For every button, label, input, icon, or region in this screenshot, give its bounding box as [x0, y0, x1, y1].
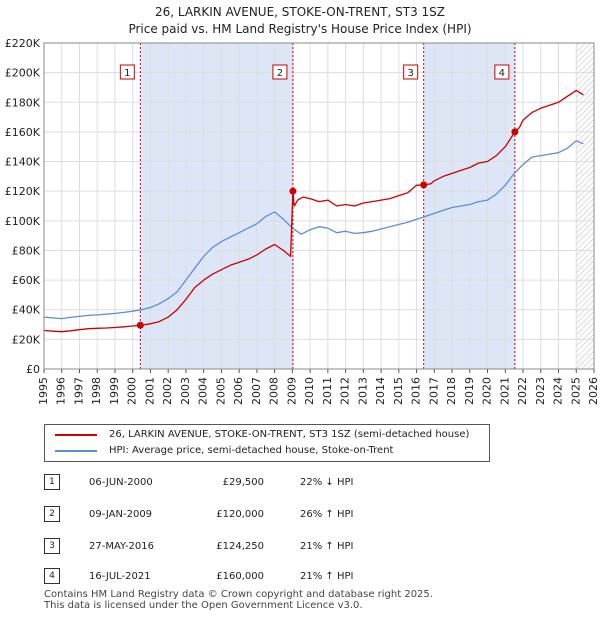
shaded-period [140, 43, 293, 369]
sale-point [136, 321, 144, 329]
marker-box [494, 64, 510, 80]
legend-swatch-price [55, 434, 97, 436]
marker-box [119, 64, 135, 80]
marker-label: 4 [499, 68, 505, 79]
row-date: 27-MAY-2016 [89, 541, 155, 552]
sale-point [420, 181, 428, 189]
x-tick-label: 2008 [268, 377, 281, 405]
y-tick-label: £20K [12, 333, 41, 346]
marker-box [403, 64, 419, 80]
sale-point [289, 187, 297, 195]
row-hpi: 26% ↑ HPI [300, 509, 354, 520]
legend-swatch-hpi [55, 450, 97, 452]
row-number: 2 [44, 506, 60, 522]
y-tick-label: £100K [5, 215, 41, 228]
plot-border [43, 42, 595, 370]
marker-label: 2 [277, 68, 283, 79]
y-tick-label: £0 [26, 363, 40, 376]
x-tick-label: 2020 [481, 377, 494, 405]
x-tick-label: 2018 [445, 377, 458, 405]
legend-item-hpi: HPI: Average price, semi-detached house,… [55, 443, 393, 459]
x-tick-label: 2015 [392, 377, 405, 405]
x-tick-label: 2004 [197, 377, 210, 405]
x-tick-label: 2010 [303, 377, 316, 405]
row-date: 09-JAN-2009 [89, 509, 153, 520]
y-tick-label: £40K [12, 304, 41, 317]
y-tick-label: £200K [5, 67, 41, 80]
y-tick-label: £120K [5, 185, 41, 198]
x-tick-label: 1998 [90, 377, 103, 405]
footer: Contains HM Land Registry data © Crown c… [44, 589, 433, 611]
x-tick-label: 2021 [498, 377, 511, 405]
footer-line-1: Contains HM Land Registry data © Crown c… [44, 589, 433, 600]
row-date: 16-JUL-2021 [89, 571, 151, 582]
x-tick-label: 2024 [552, 377, 565, 405]
row-date: 06-JUN-2000 [89, 477, 153, 488]
y-tick-label: £140K [5, 156, 41, 169]
x-tick-label: 2022 [516, 377, 529, 405]
table-row: 1 06-JUN-2000 £29,500 22% ↓ HPI [44, 474, 464, 490]
x-tick-label: 2001 [143, 377, 156, 405]
sale-point [511, 128, 519, 136]
x-tick-label: 2014 [374, 377, 387, 405]
footer-line-2: This data is licensed under the Open Gov… [44, 600, 363, 611]
y-tick-label: £80K [12, 244, 41, 257]
row-number: 4 [44, 568, 60, 584]
legend-item-price: 26, LARKIN AVENUE, STOKE-ON-TRENT, ST3 1… [55, 427, 469, 443]
table-row: 3 27-MAY-2016 £124,250 21% ↑ HPI [44, 538, 464, 554]
table-row: 4 16-JUL-2021 £160,000 21% ↑ HPI [44, 568, 464, 584]
x-tick-label: 1996 [55, 377, 68, 405]
x-tick-label: 2023 [534, 377, 547, 405]
x-tick-label: 2016 [410, 377, 423, 405]
row-hpi: 21% ↑ HPI [300, 541, 354, 552]
row-price: £160,000 [216, 571, 264, 582]
x-tick-label: 2009 [285, 377, 298, 405]
marker-label: 1 [124, 68, 130, 79]
x-tick-label: 2011 [321, 377, 334, 405]
row-number: 1 [44, 474, 60, 490]
price-chart: 1995 1996 1997 1998 1999 2000 2001 2002 2003 2004… [5, 37, 600, 405]
x-tick-label: 2025 [569, 377, 582, 405]
x-tick-label: 2026 [587, 377, 600, 405]
x-tick-label: 2007 [250, 377, 263, 405]
hpi-line [43, 140, 584, 320]
legend-label-price: 26, LARKIN AVENUE, STOKE-ON-TRENT, ST3 1… [109, 429, 470, 440]
x-tick-label: 2006 [232, 377, 245, 405]
title-line-1: 26, LARKIN AVENUE, STOKE-ON-TRENT, ST3 1… [154, 5, 446, 19]
x-tick-label: 2005 [214, 377, 227, 405]
y-tick-label: £220K [5, 37, 41, 50]
legend: 26, LARKIN AVENUE, STOKE-ON-TRENT, ST3 1… [44, 424, 490, 462]
y-tick-label: £160K [5, 126, 41, 139]
x-tick-label: 2000 [126, 377, 139, 405]
row-hpi: 22% ↓ HPI [300, 477, 354, 488]
shaded-period [423, 43, 515, 369]
x-tick-label: 2019 [463, 377, 476, 405]
title-line-2: Price paid vs. HM Land Registry's House … [128, 22, 472, 36]
x-tick-label: 2012 [339, 377, 352, 405]
x-tick-label: 1995 [37, 377, 50, 405]
forecast-hatch [576, 43, 594, 369]
row-price: £120,000 [216, 509, 264, 520]
x-tick-label: 2013 [356, 377, 369, 405]
row-number: 3 [44, 538, 60, 554]
y-tick-label: £180K [5, 96, 41, 109]
x-tick-label: 2003 [179, 377, 192, 405]
table-row: 2 09-JAN-2009 £120,000 26% ↑ HPI [44, 506, 464, 522]
x-tick-label: 1997 [72, 377, 85, 405]
y-tick-label: £60K [12, 274, 41, 287]
x-tick-label: 2017 [427, 377, 440, 405]
legend-label-hpi: HPI: Average price, semi-detached house,… [109, 445, 394, 456]
row-price: £29,500 [222, 477, 264, 488]
marker-box [272, 64, 288, 80]
x-tick-label: 1999 [108, 377, 121, 405]
chart-title: 26, LARKIN AVENUE, STOKE-ON-TRENT, ST3 1… [0, 4, 600, 38]
x-tick-label: 2002 [161, 377, 174, 405]
marker-label: 3 [407, 68, 413, 79]
row-price: £124,250 [216, 541, 264, 552]
row-hpi: 21% ↑ HPI [300, 571, 354, 582]
